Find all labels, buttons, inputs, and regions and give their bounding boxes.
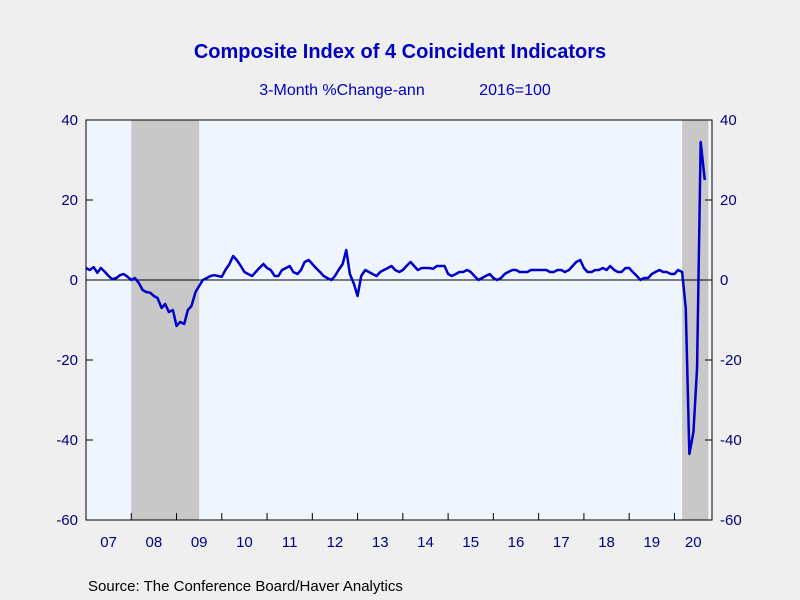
x-tick-label: 07 — [100, 534, 117, 551]
x-axis: 07 08 09 10 11 12 13 14 15 16 17 18 19 20 — [100, 513, 702, 551]
x-tick-label: 08 — [146, 534, 163, 551]
y-tick-label-right: -60 — [720, 512, 742, 529]
y-tick-label-left: 40 — [61, 112, 78, 129]
y-tick-label-left: -40 — [56, 432, 78, 449]
y-tick-label-left: -20 — [56, 352, 78, 369]
y-tick-label-left: 20 — [61, 192, 78, 209]
x-tick-label: 16 — [508, 534, 525, 551]
plot-frame — [85, 119, 713, 521]
x-tick-label: 15 — [462, 534, 479, 551]
y-tick-label-left: 0 — [70, 272, 78, 289]
y-tick-label-right: 20 — [720, 192, 737, 209]
series-line — [85, 140, 707, 456]
x-tick-label: 17 — [553, 534, 570, 551]
chart-title: Composite Index of 4 Coincident Indicato… — [194, 41, 606, 63]
x-tick-label: 19 — [643, 534, 660, 551]
recession-band — [131, 120, 200, 520]
y-axis-right: 40 20 0 -20 -40 -60 — [705, 112, 742, 529]
x-tick-label: 13 — [372, 534, 389, 551]
y-tick-label-left: -60 — [56, 512, 78, 529]
x-tick-label: 12 — [327, 534, 344, 551]
source-note: Source: The Conference Board/Haver Analy… — [88, 578, 403, 595]
x-tick-label: 20 — [685, 534, 702, 551]
y-tick-label-right: 40 — [720, 112, 737, 129]
chart-subtitle-base: 2016=100 — [479, 82, 551, 99]
x-tick-label: 18 — [598, 534, 615, 551]
y-tick-label-right: -20 — [720, 352, 742, 369]
chart-subtitle-measure: 3-Month %Change-ann — [259, 82, 424, 99]
y-tick-label-right: 0 — [720, 272, 728, 289]
y-axis-left: 40 20 0 -20 -40 -60 — [56, 112, 93, 529]
x-tick-label: 11 — [282, 534, 298, 551]
x-tick-label: 10 — [236, 534, 253, 551]
x-tick-label: 14 — [417, 534, 434, 551]
x-tick-label: 09 — [191, 534, 208, 551]
recession-shading — [131, 120, 709, 520]
y-tick-label-right: -40 — [720, 432, 742, 449]
